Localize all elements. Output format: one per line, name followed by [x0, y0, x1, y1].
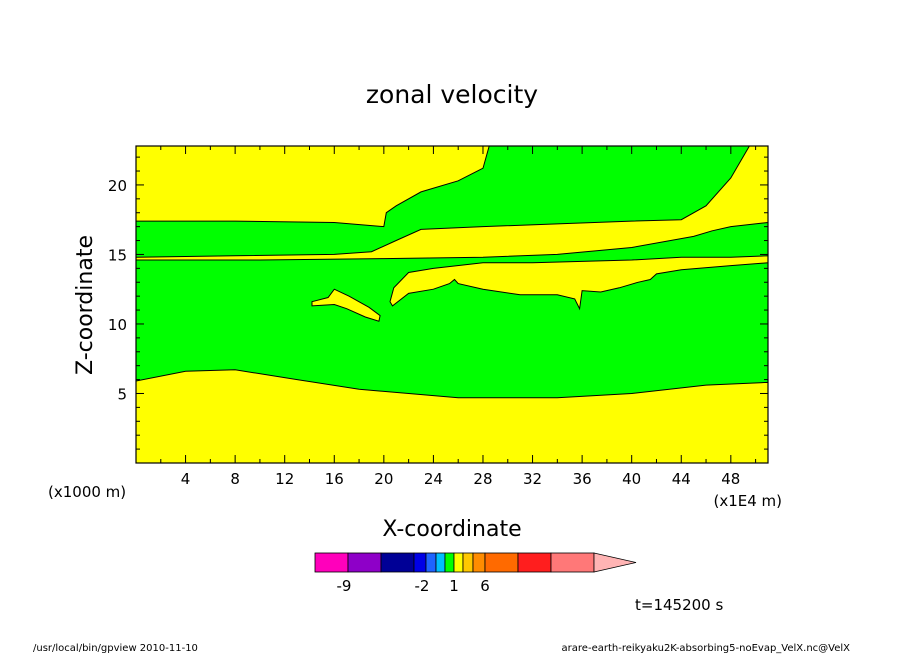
chart-title: zonal velocity	[366, 80, 538, 109]
colorbar-segment	[550, 552, 595, 573]
x-tick-label: 28	[473, 470, 492, 488]
colorbar-label: 1	[449, 577, 459, 595]
colorbar: -9 -2 1 6	[314, 552, 637, 595]
fill-region-5	[390, 255, 768, 309]
x-tick-label: 40	[622, 470, 641, 488]
y-tick-label: 15	[108, 246, 127, 264]
x-unit-left: (x1000 m)	[48, 483, 126, 501]
colorbar-segment	[380, 552, 415, 573]
footer-left: /usr/local/bin/gpview 2010-11-10	[33, 643, 198, 654]
plot-area	[135, 145, 769, 464]
fill-region-1	[136, 369, 768, 463]
y-axis-label: Z-coordinate	[73, 235, 98, 375]
colorbar-label: -9	[337, 577, 352, 595]
colorbar-segment	[517, 552, 552, 573]
colorbar-segment	[484, 552, 519, 573]
colorbar-segment	[453, 552, 464, 573]
y-tick-label: 5	[117, 385, 127, 403]
x-tick-label: 12	[275, 470, 294, 488]
y-tick-label: 20	[108, 177, 127, 195]
x-tick-label: 4	[181, 470, 191, 488]
fill-region-3	[136, 146, 768, 260]
fill-region-4	[312, 289, 381, 322]
x-unit-right: (x1E4 m)	[713, 492, 782, 510]
x-tick-label: 20	[374, 470, 393, 488]
time-label: t=145200 s	[635, 596, 723, 614]
x-axis-ticks: 4 8 12 16 20 24 28 32 36 40 44 48	[160, 146, 757, 488]
colorbar-segment	[425, 552, 437, 573]
colorbar-segment	[347, 552, 382, 573]
plot-frame	[135, 145, 769, 464]
x-tick-label: 8	[230, 470, 240, 488]
x-tick-label: 36	[573, 470, 592, 488]
contour-line-5	[389, 255, 769, 311]
x-tick-label: 48	[721, 470, 740, 488]
colorbar-segment	[462, 552, 474, 573]
colorbar-segment	[314, 552, 349, 573]
x-tick-label: 44	[672, 470, 691, 488]
x-tick-label: 32	[523, 470, 542, 488]
colorbar-arrow	[593, 552, 637, 573]
x-axis-label: X-coordinate	[382, 517, 521, 542]
colorbar-segment	[472, 552, 486, 573]
x-tick-label: 16	[325, 470, 344, 488]
colorbar-segment	[444, 552, 455, 573]
y-tick-label: 10	[108, 316, 127, 334]
colorbar-label: -2	[415, 577, 430, 595]
contour-line-4	[311, 288, 381, 322]
footer-right: arare-earth-reikyaku2K-absorbing5-noEvap…	[562, 643, 851, 654]
colorbar-label: 6	[480, 577, 490, 595]
fill-region-2	[136, 146, 490, 227]
x-tick-label: 24	[424, 470, 443, 488]
colorbar-segment	[413, 552, 427, 573]
colorbar-segment	[435, 552, 446, 573]
y-axis-ticks: 5 10 15 20	[108, 156, 768, 450]
